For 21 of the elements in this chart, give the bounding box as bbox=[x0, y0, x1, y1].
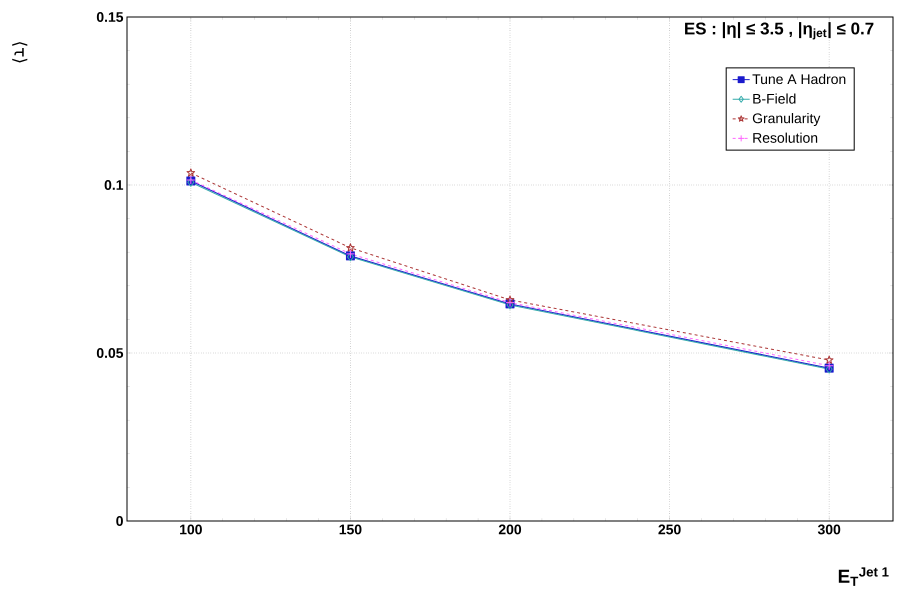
point bbox=[824, 361, 834, 370]
x-tick-label: 250 bbox=[658, 524, 681, 534]
point bbox=[346, 243, 355, 252]
point bbox=[186, 168, 196, 177]
y-tick-label: 0.1 bbox=[104, 180, 124, 190]
legend-label: Resolution bbox=[753, 132, 818, 143]
x-tick-label: 200 bbox=[498, 524, 522, 534]
x-tick-label: 300 bbox=[818, 524, 840, 534]
y-axis-title: ⟨τ⟩ bbox=[12, 42, 28, 62]
y-tick-label: 0.15 bbox=[96, 12, 124, 22]
point bbox=[506, 295, 514, 304]
y-tick-label: 0 bbox=[116, 516, 123, 526]
point bbox=[824, 356, 834, 364]
legend-label: Granularity bbox=[752, 113, 820, 126]
y-tick-label: 0.05 bbox=[96, 348, 124, 358]
x-axis-title: E$_{T}$Jet 1 bbox=[838, 567, 889, 586]
legend-label: B-Field bbox=[753, 93, 796, 104]
x-tick-label: 100 bbox=[180, 524, 202, 534]
x-tick-label: 150 bbox=[340, 524, 362, 534]
chart-title: ES : |η| ≤ 3.5 , |η$_{jet}$| ≤ 0.7 bbox=[685, 22, 874, 40]
legend-label: Tune A Hadron bbox=[752, 74, 846, 84]
